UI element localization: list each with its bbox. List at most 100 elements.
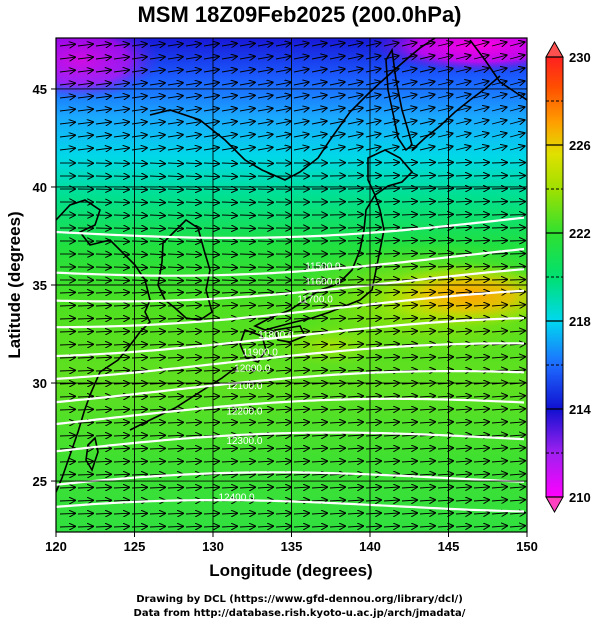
wind-arrow xyxy=(149,487,165,488)
wind-arrow xyxy=(419,147,435,151)
wind-arrow xyxy=(419,396,435,397)
y-tick-label: 40 xyxy=(33,180,47,195)
wind-arrow xyxy=(365,448,381,449)
wind-arrow xyxy=(491,133,507,137)
credit-line-2: Data from http://database.rish.kyoto-u.a… xyxy=(133,608,466,619)
wind-arrow xyxy=(59,487,75,488)
wind-arrow xyxy=(491,202,507,203)
wind-arrow xyxy=(401,292,417,293)
wind-arrow xyxy=(491,396,507,397)
wind-arrow xyxy=(77,461,93,462)
height-contour xyxy=(56,247,525,277)
wind-arrow xyxy=(383,305,399,306)
wind-arrow xyxy=(221,82,237,85)
wind-arrow xyxy=(311,331,327,332)
wind-arrow xyxy=(437,107,453,111)
wind-arrow xyxy=(293,461,309,462)
wind-arrow xyxy=(167,202,183,203)
wind-arrow xyxy=(257,474,273,475)
wind-arrow xyxy=(419,121,435,125)
wind-arrow xyxy=(59,344,75,345)
wind-arrow xyxy=(77,331,93,332)
wind-arrow xyxy=(401,162,417,163)
wind-arrow xyxy=(437,253,453,254)
wind-arrow xyxy=(257,134,273,137)
wind-arrow xyxy=(203,202,219,203)
wind-arrow xyxy=(401,331,417,332)
wind-arrow xyxy=(185,189,201,190)
wind-arrow xyxy=(383,147,399,150)
wind-arrow xyxy=(95,513,111,514)
wind-arrow xyxy=(347,448,363,449)
wind-arrow xyxy=(383,253,399,254)
wind-arrow xyxy=(167,122,183,124)
wind-arrow xyxy=(437,513,453,514)
wind-arrow xyxy=(95,96,111,98)
x-tick-label: 130 xyxy=(202,539,224,554)
wind-arrow xyxy=(77,487,93,488)
wind-arrow xyxy=(383,500,399,501)
wind-arrow xyxy=(77,122,93,124)
wind-arrow xyxy=(185,370,201,371)
wind-arrow xyxy=(311,147,327,150)
wind-arrow xyxy=(419,409,435,410)
wind-arrow xyxy=(239,121,255,124)
wind-arrow xyxy=(365,121,381,124)
wind-arrow xyxy=(455,266,471,267)
wind-arrow xyxy=(455,227,471,228)
wind-arrow xyxy=(185,109,201,111)
y-tick-label: 25 xyxy=(33,474,47,489)
wind-arrow xyxy=(167,422,183,423)
wind-arrow xyxy=(59,44,75,46)
wind-arrow xyxy=(473,55,489,59)
wind-arrow xyxy=(167,513,183,514)
wind-arrow xyxy=(95,70,111,72)
credit-line-1: Drawing by DCL (https://www.gfd-dennou.o… xyxy=(136,594,463,605)
wind-arrow xyxy=(383,95,399,98)
wind-arrow xyxy=(419,95,435,99)
wind-arrow xyxy=(257,370,273,371)
colorbar-label: 230 xyxy=(569,50,591,65)
wind-arrow xyxy=(329,422,345,423)
wind-arrow xyxy=(59,292,75,293)
wind-arrow xyxy=(203,96,219,99)
wind-arrow xyxy=(347,409,363,410)
wind-arrow xyxy=(293,43,309,46)
wind-arrow xyxy=(59,135,75,137)
wind-arrow xyxy=(203,409,219,410)
wind-arrow xyxy=(329,305,345,306)
wind-arrow xyxy=(185,280,201,281)
wind-arrow xyxy=(329,435,345,436)
wind-arrow xyxy=(401,396,417,397)
contour-label: 12000.0 xyxy=(234,363,271,374)
wind-arrow xyxy=(239,474,255,475)
wind-arrow xyxy=(257,292,273,293)
wind-arrow xyxy=(239,305,255,306)
wind-arrow xyxy=(401,188,417,189)
wind-arrow xyxy=(203,396,219,397)
wind-arrow xyxy=(419,500,435,501)
wind-arrow xyxy=(365,435,381,436)
wind-arrow xyxy=(365,176,381,177)
wind-arrow xyxy=(95,526,111,527)
wind-arrow xyxy=(455,474,471,475)
height-contour xyxy=(56,268,525,303)
wind-arrow xyxy=(167,189,183,190)
wind-arrow xyxy=(365,422,381,423)
wind-arrow xyxy=(509,305,525,306)
wind-arrow xyxy=(221,370,237,371)
wind-arrow xyxy=(473,513,489,514)
wind-arrow xyxy=(491,81,507,85)
wind-arrow xyxy=(257,56,273,59)
colorbar-top-triangle xyxy=(545,40,564,58)
colorbar-label: 214 xyxy=(569,402,591,417)
wind-arrow xyxy=(347,95,363,98)
wind-arrow xyxy=(203,189,219,190)
wind-arrow xyxy=(347,82,363,85)
wind-arrow xyxy=(293,95,309,98)
wind-arrow xyxy=(455,253,471,254)
wind-arrow xyxy=(167,396,183,397)
wind-arrow xyxy=(113,163,129,164)
wind-arrow xyxy=(239,331,255,332)
wind-arrow xyxy=(149,461,165,462)
